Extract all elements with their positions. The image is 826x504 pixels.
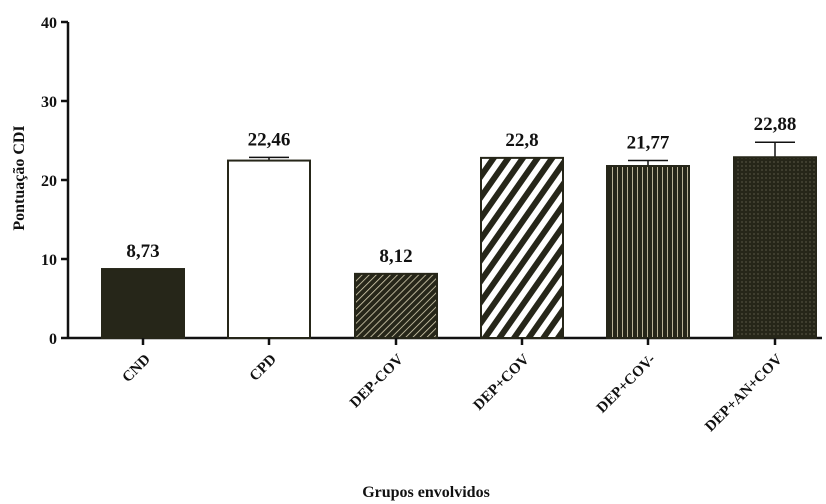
x-tick-label: CPD	[247, 351, 280, 384]
data-label: 8,12	[379, 246, 412, 267]
y-tick-label: 40	[41, 15, 57, 32]
plot-area: 0 10 20 30 40 8,73 CND 22,46 CPD 8,12 DEP-COV 22,8 D…	[41, 15, 822, 435]
x-axis-title: Grupos envolvidos	[362, 484, 490, 501]
x-tick-label: DEP-COV	[347, 351, 407, 411]
y-tick-label: 30	[41, 94, 57, 111]
bar-dep-an-cov	[733, 156, 817, 339]
bar-cpd	[227, 159, 311, 339]
y-tick-label: 20	[41, 173, 57, 190]
bar-dep-cov	[354, 272, 438, 339]
x-tick-label: DEP+AN+COV	[702, 351, 786, 435]
bar-cnd	[101, 268, 185, 339]
x-tick-label: CND	[120, 351, 154, 385]
bar-dep-cov-	[606, 165, 690, 339]
y-tick-label: 0	[49, 331, 57, 348]
y-axis-title: Pontuação CDI	[11, 125, 28, 230]
data-label: 21,77	[627, 132, 670, 153]
y-tick-label: 10	[41, 252, 57, 269]
data-label: 22,88	[754, 114, 797, 135]
bar-dep-cov	[480, 156, 564, 339]
x-tick-label: DEP+COV-	[594, 352, 659, 417]
data-label: 22,46	[248, 129, 291, 150]
x-tick-label: DEP+COV	[471, 351, 533, 413]
data-label: 8,73	[126, 241, 159, 262]
data-label: 22,8	[505, 130, 538, 151]
